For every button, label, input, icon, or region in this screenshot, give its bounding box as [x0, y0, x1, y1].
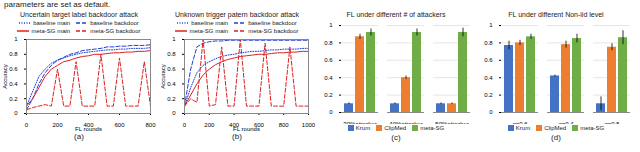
- html-text:(d): (d): [551, 133, 561, 142]
- html-text:baseline backdoor: baseline backdoor: [90, 20, 139, 26]
- svg-text:50%attacker: 50%attacker: [435, 121, 468, 124]
- svg-text:0.6: 0.6: [9, 66, 18, 72]
- html-text:baseline backdoor: baseline backdoor: [248, 20, 297, 26]
- svg-text:0: 0: [329, 109, 333, 115]
- svg-text:FL rounds: FL rounds: [75, 126, 102, 132]
- svg-text:0.6: 0.6: [484, 57, 493, 63]
- html-text:meta-SG main: meta-SG main: [189, 28, 229, 34]
- svg-text:Accuracy: Accuracy: [160, 64, 166, 89]
- svg-text:600: 600: [114, 122, 125, 128]
- html-text:Uncertain target label backdoo: Uncertain target label backdoor attack: [20, 11, 138, 18]
- svg-text:800: 800: [279, 122, 290, 128]
- html-text:Unknown trigger patern backdoo: Unknown trigger patern backdoor attack: [174, 11, 300, 18]
- html-text:Krum: Krum: [515, 125, 531, 131]
- html-text:FL under different # of attack: FL under different # of attackers: [346, 11, 446, 18]
- svg-text:0.8: 0.8: [9, 51, 18, 57]
- svg-text:q=0.5: q=0.5: [604, 121, 620, 124]
- svg-text:0.2: 0.2: [9, 96, 18, 102]
- html-text:meta-SG main: meta-SG main: [31, 28, 71, 34]
- svg-text:0.6: 0.6: [167, 66, 176, 72]
- svg-text:Accuracy: Accuracy: [2, 64, 8, 89]
- svg-text:FL rounds: FL rounds: [233, 126, 260, 132]
- svg-text:0.8: 0.8: [484, 40, 493, 46]
- svg-text:1000: 1000: [302, 122, 316, 128]
- html-text:meta-SG: meta-SG: [420, 125, 445, 131]
- svg-text:0: 0: [25, 122, 29, 128]
- svg-text:q=0.6: q=0.6: [512, 121, 528, 124]
- svg-text:0: 0: [489, 109, 493, 115]
- html-text:baseline main: baseline main: [191, 20, 229, 26]
- svg-text:0.2: 0.2: [324, 92, 333, 98]
- svg-text:0.4: 0.4: [484, 75, 493, 81]
- svg-text:0: 0: [172, 110, 176, 116]
- svg-text:0.4: 0.4: [167, 81, 176, 87]
- svg-text:0.4: 0.4: [324, 75, 333, 81]
- svg-text:1: 1: [14, 36, 18, 42]
- svg-text:30%attacker: 30%attacker: [343, 121, 376, 124]
- svg-text:1: 1: [489, 22, 493, 28]
- svg-text:800: 800: [145, 122, 156, 128]
- svg-text:0.4: 0.4: [9, 81, 18, 87]
- svg-text:200: 200: [204, 122, 215, 128]
- html-text:ClipMed: ClipMed: [384, 125, 407, 131]
- html-text:Krum: Krum: [355, 125, 371, 131]
- html-text:baseline main: baseline main: [33, 20, 71, 26]
- html-text:(a): (a): [74, 132, 84, 141]
- svg-text:q=0.4: q=0.4: [558, 121, 574, 124]
- svg-text:200: 200: [52, 122, 63, 128]
- html-text:meta-SG backdoor: meta-SG backdoor: [90, 28, 141, 34]
- svg-text:0.8: 0.8: [167, 51, 176, 57]
- svg-text:0: 0: [14, 110, 18, 116]
- html-text:parameters are set as default.: parameters are set as default.: [4, 0, 111, 9]
- html-text:meta-SG: meta-SG: [580, 125, 605, 131]
- svg-text:1: 1: [329, 22, 333, 28]
- html-text:meta-SG backdoor: meta-SG backdoor: [248, 28, 299, 34]
- svg-text:0.2: 0.2: [167, 96, 176, 102]
- html-text:ClipMed: ClipMed: [544, 125, 567, 131]
- html-text:(c): (c): [391, 133, 401, 142]
- svg-text:40%attacker: 40%attacker: [389, 121, 422, 124]
- html-text:(b): (b): [232, 132, 242, 141]
- svg-text:0.2: 0.2: [484, 92, 493, 98]
- svg-text:0.8: 0.8: [324, 40, 333, 46]
- html-text:FL under different Non-iid lev: FL under different Non-iid level: [508, 11, 604, 18]
- svg-text:0.6: 0.6: [324, 57, 333, 63]
- svg-text:1: 1: [172, 36, 176, 42]
- svg-text:0: 0: [183, 122, 187, 128]
